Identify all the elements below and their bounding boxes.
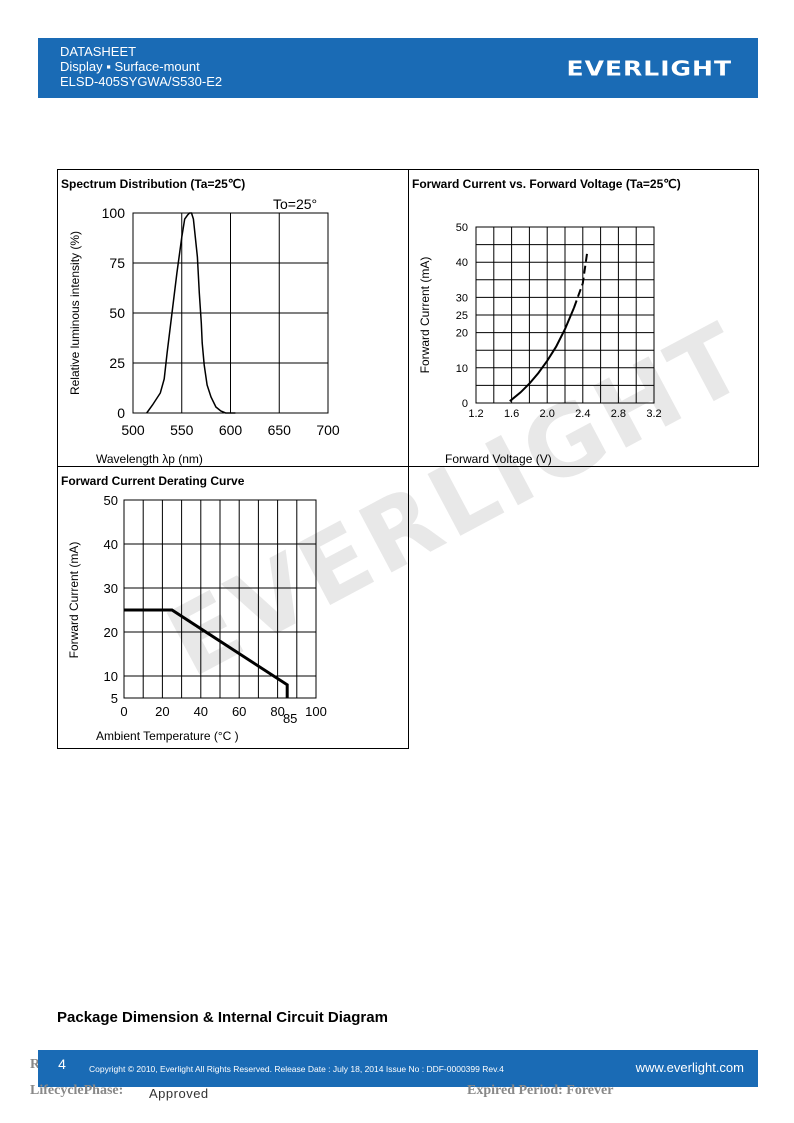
derating-title: Forward Current Derating Curve [61,474,245,488]
x-tick-label: 700 [316,422,340,438]
y-tick-label: 5 [111,691,118,706]
iv-title: Forward Current vs. Forward Voltage (Ta=… [412,177,681,191]
package-section-title: Package Dimension & Internal Circuit Dia… [57,1009,388,1026]
x-tick-label: 500 [121,422,145,438]
y-axis-label: Forward Current (mA) [418,257,432,374]
derating-cell: Forward Current Derating Curve 0 20 40 60 80… [57,466,409,749]
charts-grid: Spectrum Distribution (Ta=25℃) 500 550 600… [57,169,759,749]
x-tick-label: 550 [170,422,194,438]
spectrum-cell: Spectrum Distribution (Ta=25℃) 500 550 600… [57,169,409,467]
x-tick-label: 40 [194,704,208,719]
footer-bar: 4 Copyright © 2010, Everlight All Rights… [38,1050,758,1087]
plot-frame [475,226,655,404]
y-axis-label: Relative luminous intensity (%) [68,231,82,395]
y-tick-label: 50 [456,222,468,234]
x-tick-label: 600 [219,422,243,438]
lifecycle-value: Approved [149,1086,209,1101]
y-tick-label: 20 [456,328,468,340]
x-tick-label: 3.2 [646,408,661,420]
x-axis-label: Forward Voltage (V) [445,452,552,466]
iv-chart: 1.2 1.6 2.0 2.4 2.8 3.2 50 40 30 25 20 10 0 Forward V… [418,222,662,466]
y-tick-label: 20 [104,625,118,640]
x-tick-label: 2.8 [611,408,626,420]
spectrum-curve [146,212,236,414]
page-number: 4 [58,1056,66,1072]
part-number: ELSD-405SYGWA/S530-E2 [60,74,223,89]
r-mark: R [30,1057,41,1072]
x-tick-label: 20 [155,704,169,719]
y-tick-label: 10 [104,669,118,684]
y-tick-label: 0 [117,405,125,421]
x-tick-label: 650 [268,422,292,438]
plot-frame [123,499,317,699]
y-tick-label: 40 [104,537,118,552]
iv-curve-dashed [572,251,589,309]
y-tick-label: 40 [456,257,468,269]
x-axis-label: Wavelength λp (nm) [96,452,203,466]
y-tick-label: 75 [109,255,125,271]
x-tick-label: 60 [232,704,246,719]
y-tick-label: 25 [109,355,125,371]
chart-note: To=25° [273,196,317,212]
x-tick-label: 1.6 [504,408,519,420]
x-tick-label: 100 [305,704,327,719]
website-link[interactable]: www.everlight.com [635,1060,744,1075]
y-tick-label: 25 [456,310,468,322]
derating-chart: 0 20 40 60 80 100 85 50 40 30 20 10 5 Ambient Tempera… [67,493,327,743]
x-tick-label-85: 85 [283,711,297,726]
y-axis-label: Forward Current (mA) [67,542,81,659]
x-tick-label: 1.2 [468,408,483,420]
y-tick-label: 10 [456,363,468,375]
iv-curve [509,307,575,402]
x-tick-label: 0 [120,704,127,719]
copyright-text: Copyright © 2010, Everlight All Rights R… [89,1064,504,1074]
y-tick-label: 30 [104,581,118,596]
expired-period: Expired Period: Forever [467,1083,614,1098]
x-axis-label: Ambient Temperature (°C ) [96,729,239,743]
y-tick-label: 50 [104,493,118,508]
y-tick-label: 50 [109,305,125,321]
x-tick-label: 80 [270,704,284,719]
spectrum-chart: 500 550 600 650 700 100 75 50 25 0 To=25° Wavelengt… [68,196,340,466]
everlight-logo: EVERLIGHT [566,56,732,81]
y-tick-label: 100 [102,205,126,221]
y-tick-label: 30 [456,292,468,304]
lifecycle-label: LifecyclePhase: [30,1083,124,1098]
iv-cell: Forward Current vs. Forward Voltage (Ta=… [408,169,759,467]
derating-curve [124,608,289,698]
x-tick-label: 2.4 [575,408,590,420]
header-text: DATASHEET Display ▪ Surface-mount ELSD-4… [60,44,222,89]
header-bar: DATASHEET Display ▪ Surface-mount ELSD-4… [38,38,758,98]
doc-type: DATASHEET [60,44,137,59]
product-category: Display ▪ Surface-mount [60,59,200,74]
y-tick-label: 0 [462,398,468,410]
x-tick-label: 2.0 [540,408,555,420]
spectrum-title: Spectrum Distribution (Ta=25℃) [61,177,246,191]
